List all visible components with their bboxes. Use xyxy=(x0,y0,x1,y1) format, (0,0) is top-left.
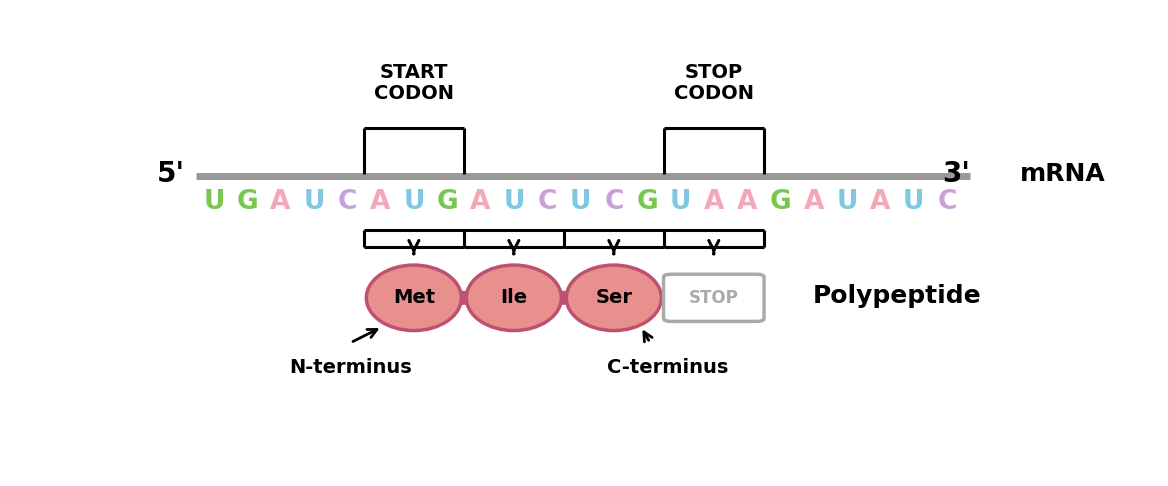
Text: U: U xyxy=(403,190,424,215)
Text: C: C xyxy=(338,190,357,215)
Text: START
CODON: START CODON xyxy=(374,63,454,103)
Text: Polypeptide: Polypeptide xyxy=(813,284,981,308)
Text: A: A xyxy=(703,190,724,215)
Text: U: U xyxy=(304,190,325,215)
Text: STOP
CODON: STOP CODON xyxy=(674,63,753,103)
Text: Ser: Ser xyxy=(596,288,632,307)
Text: C-terminus: C-terminus xyxy=(607,358,729,377)
Text: 5': 5' xyxy=(157,160,185,189)
Ellipse shape xyxy=(456,292,472,304)
Text: U: U xyxy=(503,190,524,215)
Text: N-terminus: N-terminus xyxy=(290,358,412,377)
Text: A: A xyxy=(370,190,391,215)
Text: A: A xyxy=(471,190,491,215)
Text: Ile: Ile xyxy=(500,288,528,307)
Text: A: A xyxy=(870,190,891,215)
Ellipse shape xyxy=(566,265,661,330)
Text: A: A xyxy=(804,190,823,215)
Text: C: C xyxy=(604,190,624,215)
Text: U: U xyxy=(570,190,591,215)
Text: U: U xyxy=(669,190,691,215)
Text: Met: Met xyxy=(392,288,434,307)
Text: G: G xyxy=(770,190,792,215)
Text: C: C xyxy=(537,190,557,215)
Ellipse shape xyxy=(466,265,562,330)
Text: STOP: STOP xyxy=(689,289,738,307)
FancyBboxPatch shape xyxy=(663,274,764,321)
Ellipse shape xyxy=(367,265,461,330)
Text: U: U xyxy=(203,190,224,215)
Text: mRNA: mRNA xyxy=(1020,162,1105,186)
Text: U: U xyxy=(903,190,924,215)
Text: C: C xyxy=(938,190,957,215)
Text: A: A xyxy=(737,190,757,215)
Text: G: G xyxy=(637,190,658,215)
Text: A: A xyxy=(270,190,291,215)
Text: G: G xyxy=(437,190,458,215)
Ellipse shape xyxy=(556,292,572,304)
Text: G: G xyxy=(236,190,258,215)
Text: 3': 3' xyxy=(943,160,971,189)
Text: U: U xyxy=(836,190,857,215)
